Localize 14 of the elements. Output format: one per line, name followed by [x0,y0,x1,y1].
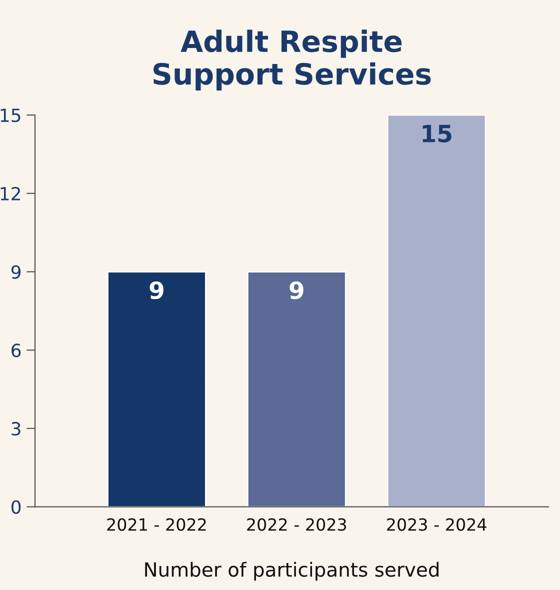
x-tick-label: 2022 - 2023 [247,518,346,531]
x-tick-label: 2021 - 2022 [107,518,206,531]
y-tick-label: 12 [0,186,20,200]
data-label: 9 [150,281,164,300]
x-axis-title: Number of participants served [145,562,438,581]
y-tick-label: 3 [12,422,20,436]
y-tick-label: 15 [0,108,20,122]
data-label: 9 [290,281,304,300]
data-label: 15 [422,124,452,142]
y-tick-label: 0 [12,500,21,514]
y-tick-label: 6 [12,344,21,358]
chart-title: Adult Respite Support Services [154,30,431,91]
x-tick-label: 2023 - 2024 [387,518,486,531]
y-tick-label: 9 [11,265,21,279]
